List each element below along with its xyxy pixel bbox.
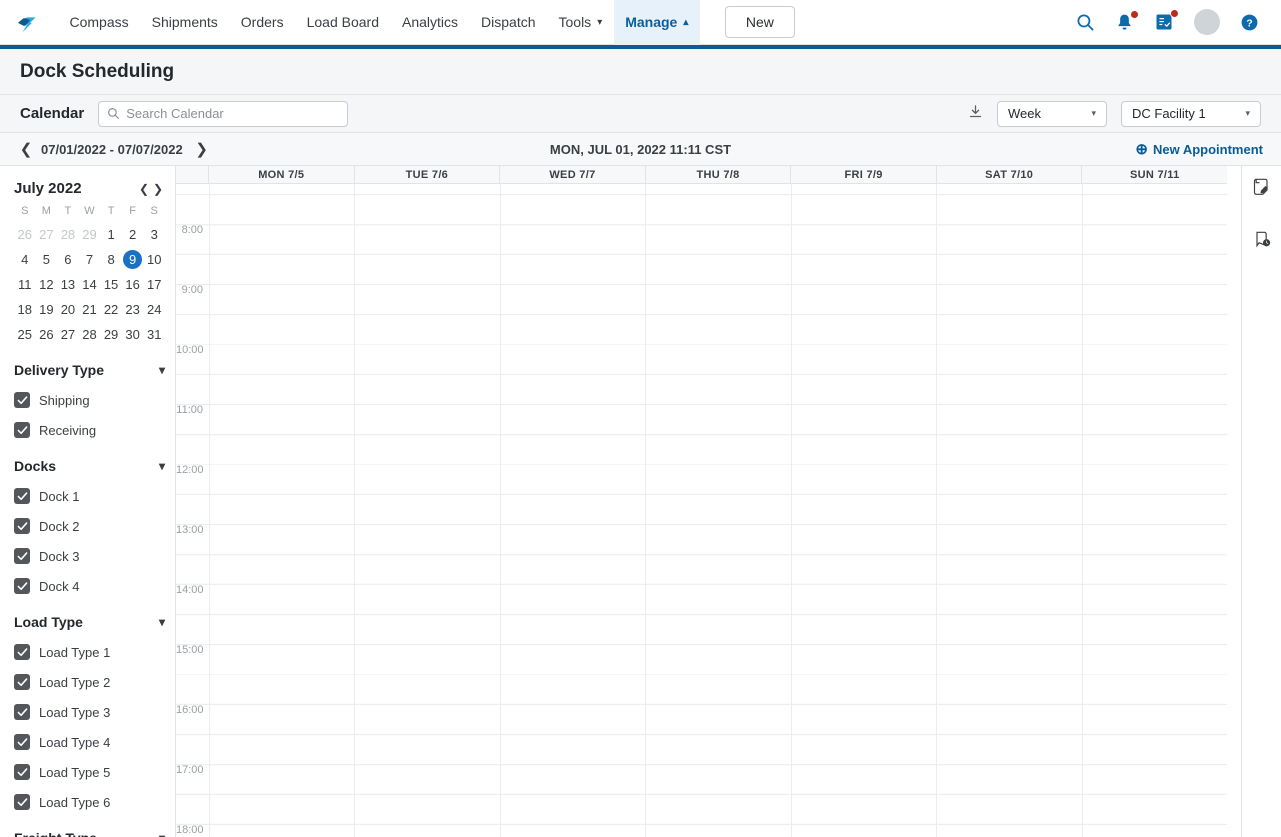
svg-text:?: ? bbox=[1246, 18, 1252, 29]
